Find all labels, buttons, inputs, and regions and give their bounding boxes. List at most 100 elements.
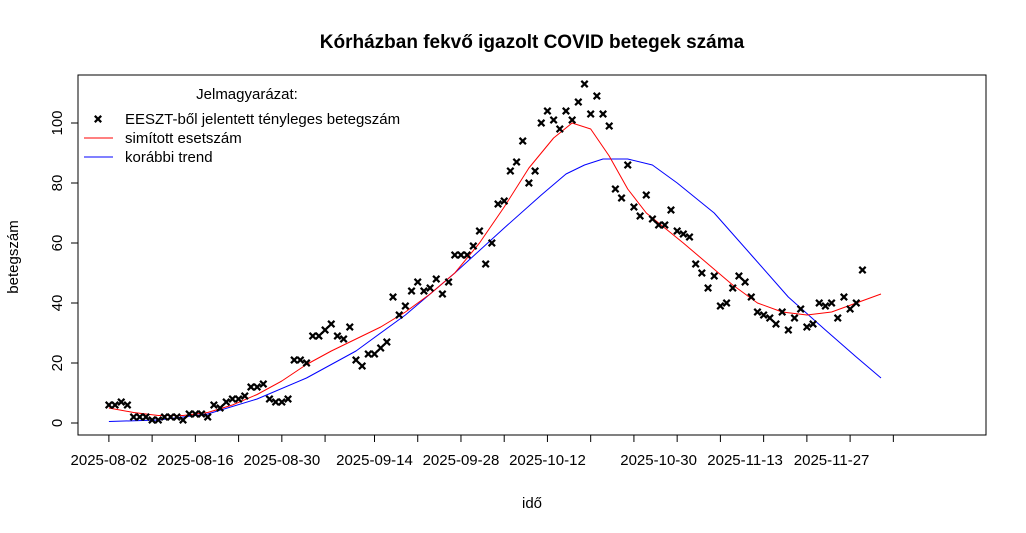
- legend-label-trend: korábbi trend: [125, 149, 213, 166]
- data-point: [809, 320, 818, 328]
- data-point: [240, 392, 249, 400]
- y-tick-label: 40: [49, 295, 66, 312]
- data-point: [611, 185, 620, 193]
- data-point: [524, 179, 533, 187]
- data-point: [308, 332, 317, 340]
- data-point: [697, 269, 706, 277]
- data-point: [784, 326, 793, 334]
- data-point: [148, 416, 157, 424]
- data-point: [259, 380, 268, 388]
- data-point: [512, 158, 521, 166]
- data-point: [327, 320, 336, 328]
- data-point: [753, 308, 762, 316]
- data-point: [790, 314, 799, 322]
- data-point: [456, 251, 465, 259]
- data-point: [382, 338, 391, 346]
- data-point: [191, 410, 200, 418]
- x-tick-label: 2025-11-27: [794, 452, 870, 469]
- trend-line: [108, 158, 882, 422]
- y-tick-label: 20: [49, 355, 66, 372]
- data-point: [135, 413, 144, 421]
- data-point: [685, 233, 694, 241]
- data-point: [296, 356, 305, 364]
- plot-box: [77, 74, 987, 436]
- data-point: [160, 413, 169, 421]
- data-point: [827, 299, 836, 307]
- data-point: [704, 284, 713, 292]
- data-point: [209, 401, 218, 409]
- x-tick-label: 2025-08-16: [157, 452, 234, 469]
- data-point: [580, 80, 589, 88]
- data-point: [203, 413, 212, 421]
- data-point: [277, 398, 286, 406]
- legend: Jelmagyarázat: EESZT-ből jelentett tényl…: [84, 86, 400, 166]
- x-tick-label: 2025-10-30: [620, 452, 697, 469]
- data-point: [636, 212, 645, 220]
- data-point: [389, 293, 397, 301]
- data-point: [228, 395, 237, 403]
- smoothed-series: [108, 122, 882, 416]
- trend-series: [108, 158, 882, 422]
- data-point: [111, 401, 120, 409]
- data-point: [438, 290, 447, 298]
- x-axis: 2025-08-02 2025-08-16 2025-08-30 2025-09-14…: [71, 435, 894, 469]
- x-tick-label: 2025-09-28: [423, 452, 500, 469]
- data-point: [858, 266, 867, 274]
- data-point: [543, 107, 552, 115]
- data-point: [796, 305, 805, 313]
- y-tick-label: 80: [49, 175, 66, 192]
- data-point: [648, 215, 657, 223]
- data-point: [629, 203, 638, 211]
- data-point: [129, 413, 138, 421]
- data-point: [667, 206, 675, 214]
- data-point: [716, 302, 725, 310]
- data-point: [531, 167, 540, 175]
- data-point: [481, 260, 490, 268]
- data-point: [166, 413, 175, 421]
- data-point: [432, 275, 441, 283]
- data-point: [450, 251, 459, 259]
- reported-points-series: [104, 80, 867, 424]
- data-point: [265, 395, 274, 403]
- x-tick-label: 2025-10-12: [509, 452, 586, 469]
- data-point: [487, 239, 496, 247]
- x-axis-label: idő: [522, 495, 542, 512]
- data-point: [555, 125, 564, 133]
- y-tick-label: 0: [49, 419, 66, 427]
- data-point: [314, 332, 323, 340]
- data-point: [407, 287, 416, 295]
- data-point: [586, 110, 595, 118]
- data-point: [154, 416, 163, 424]
- x-tick-label: 2025-08-30: [243, 452, 320, 469]
- data-point: [179, 416, 187, 424]
- data-point: [475, 227, 484, 235]
- data-point: [722, 299, 731, 307]
- data-point: [710, 272, 719, 280]
- data-point: [271, 398, 280, 406]
- legend-title: Jelmagyarázat:: [196, 86, 298, 103]
- y-axis: 0 20 40 60 80 100: [49, 110, 78, 427]
- data-point: [592, 92, 601, 100]
- x-tick-label: 2025-11-13: [707, 452, 783, 469]
- data-point: [765, 314, 774, 322]
- data-point: [246, 383, 255, 391]
- data-point: [104, 401, 113, 409]
- data-point: [234, 395, 243, 403]
- data-point: [358, 362, 367, 370]
- legend-label-reported: EESZT-ből jelentett tényleges betegszám: [125, 111, 400, 128]
- data-point: [654, 221, 663, 229]
- data-point: [642, 191, 651, 199]
- data-point: [833, 314, 842, 322]
- data-point: [673, 227, 682, 235]
- chart-title: Kórházban fekvő igazolt COVID betegek sz…: [320, 32, 745, 53]
- data-point: [747, 293, 756, 301]
- data-point: [679, 230, 688, 238]
- data-point: [469, 242, 478, 250]
- data-point: [395, 311, 404, 319]
- y-tick-label: 100: [49, 110, 66, 135]
- data-point: [185, 410, 194, 418]
- data-point: [821, 302, 830, 310]
- x-tick-label: 2025-09-14: [336, 452, 413, 469]
- data-point: [518, 137, 527, 145]
